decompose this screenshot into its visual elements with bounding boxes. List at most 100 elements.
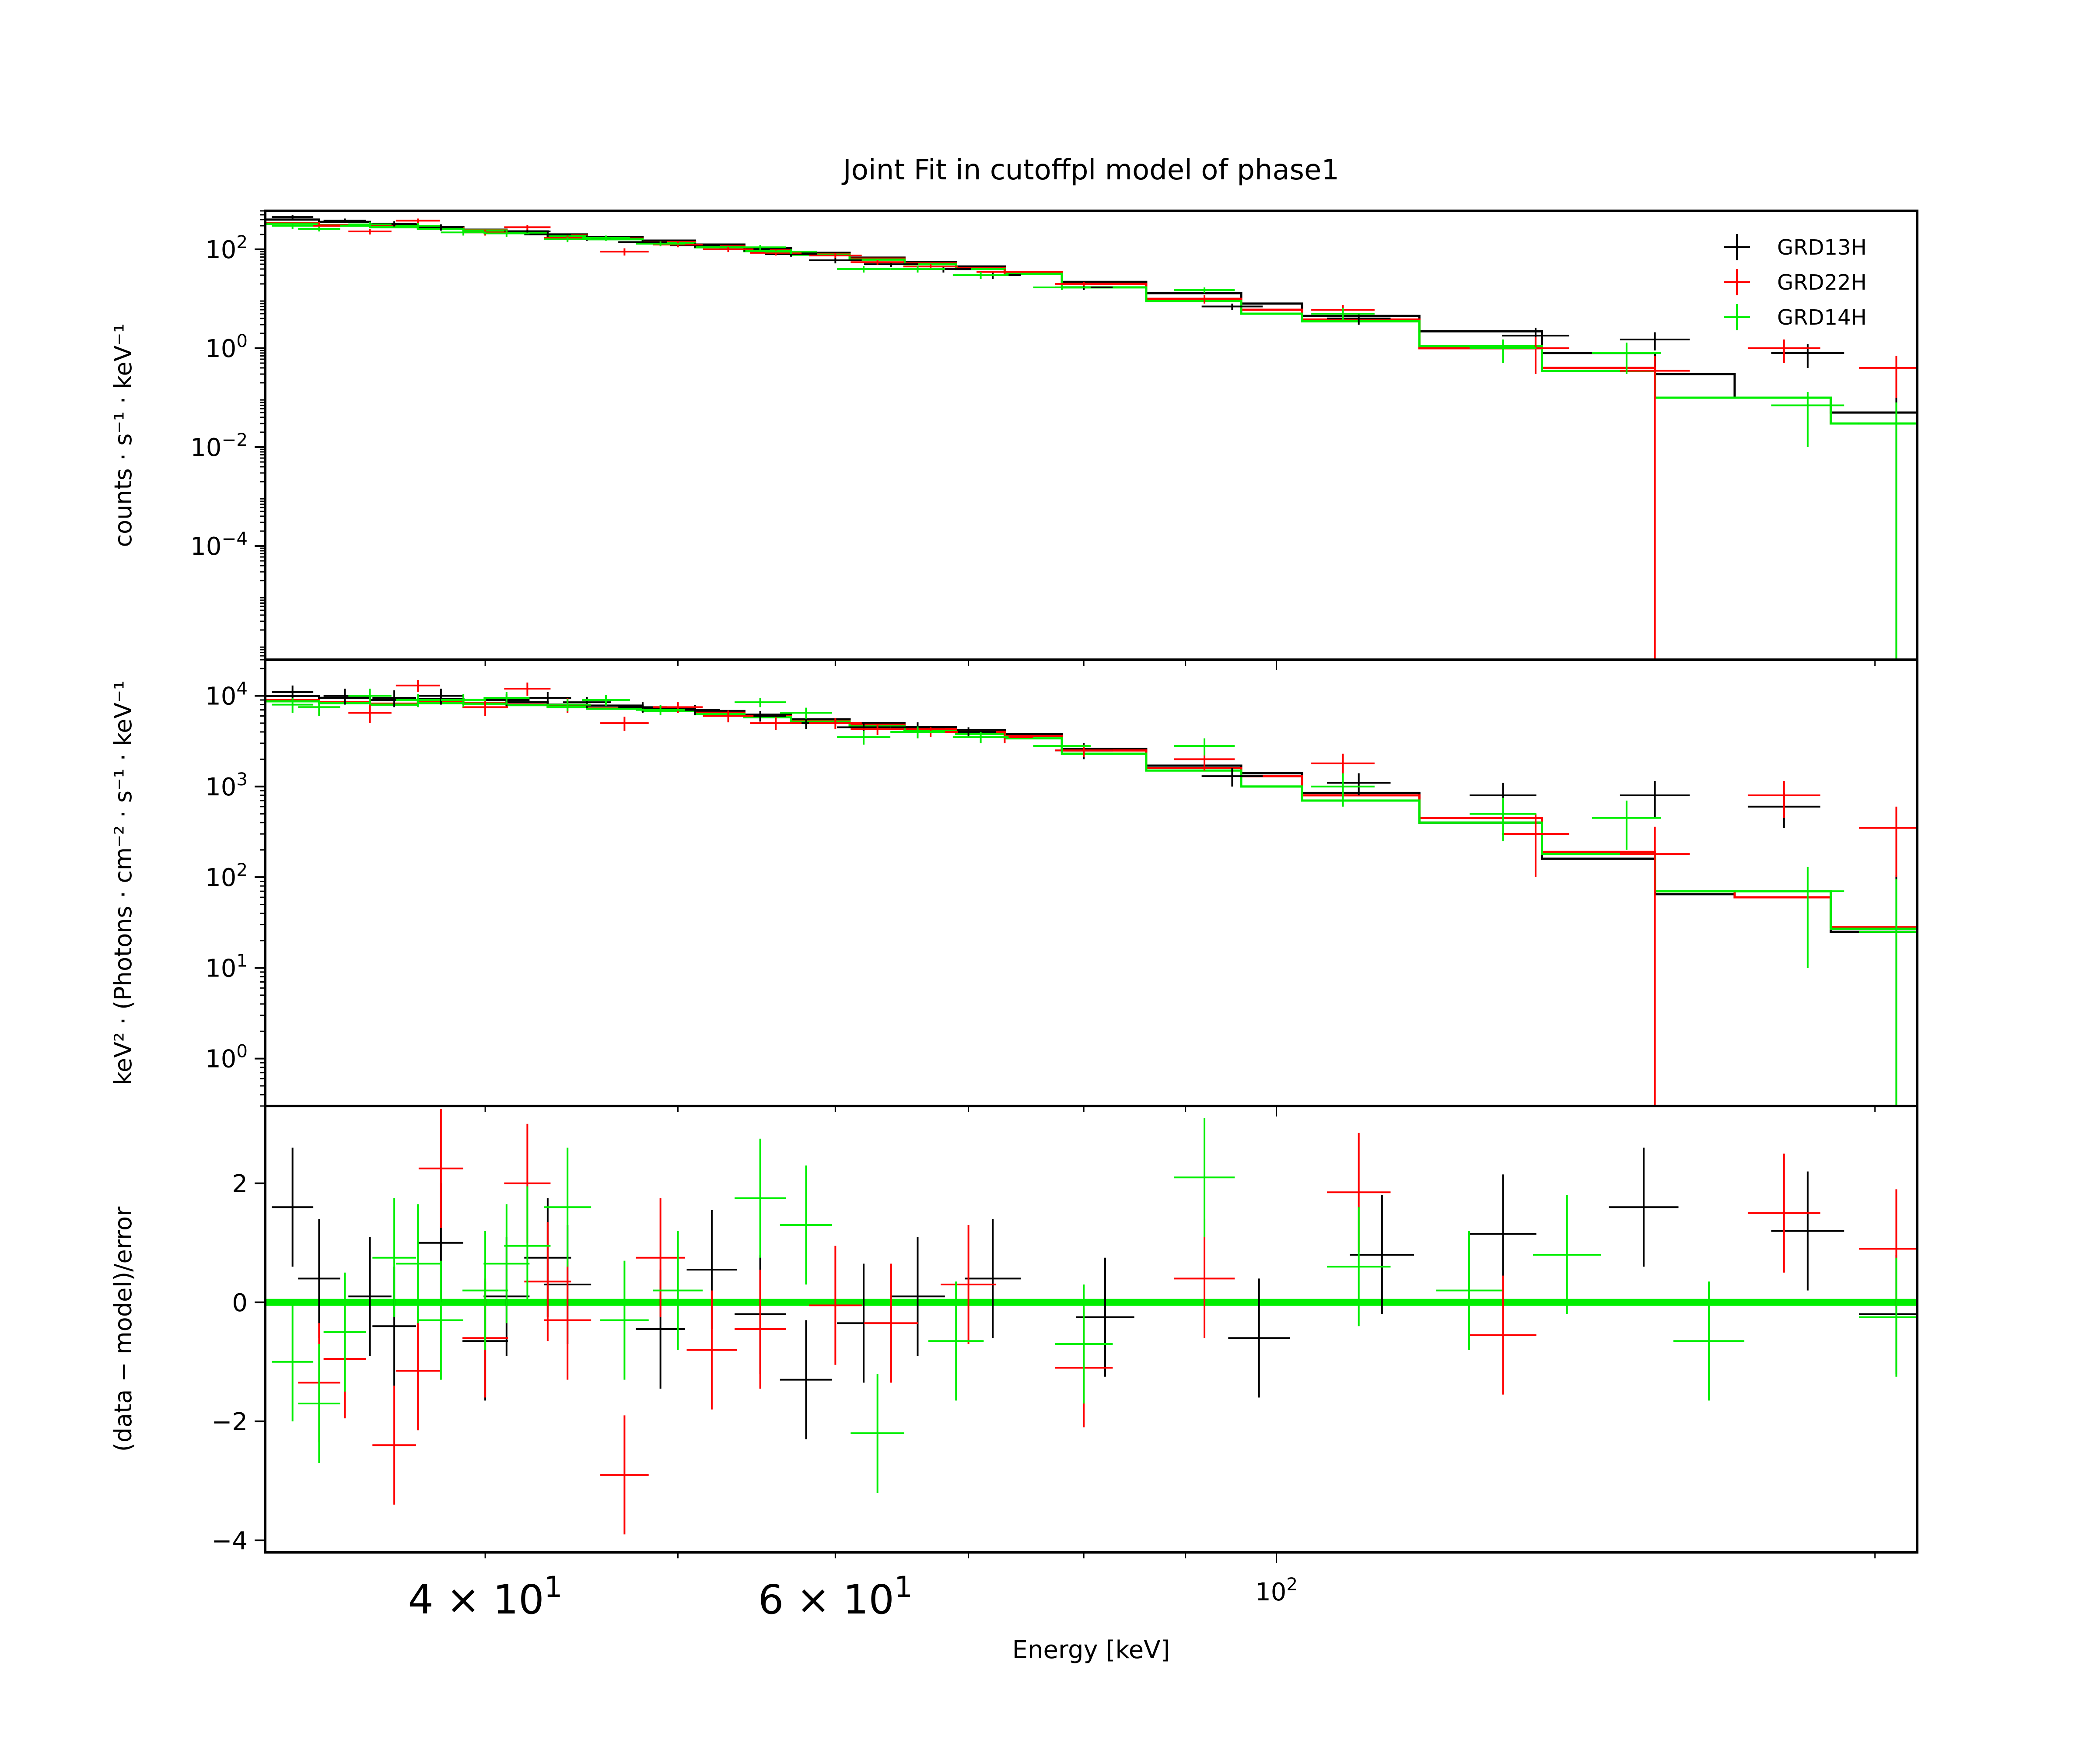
data-point-grd14h: [1673, 1281, 1745, 1401]
y-tick-label: 100: [205, 1041, 248, 1074]
panel-frame-residuals: [264, 1105, 1918, 1554]
data-point-grd14h: [890, 266, 945, 273]
panel-ufspec: 104 103 102 101 100 keV² · (Photons · cm⁻² · …: [109, 658, 1918, 1116]
data-point-grd14h: [1533, 1195, 1601, 1314]
data-point-grd13h: [780, 1320, 833, 1439]
legend-label-grd14h: GRD14H: [1777, 305, 1867, 330]
data-point-grd14h: [441, 694, 486, 707]
data-point-grd14h: [1054, 1284, 1113, 1404]
legend-label-grd13h: GRD13H: [1777, 235, 1867, 260]
data-point-grd14h: [396, 223, 440, 229]
data-point-grd14h: [1470, 340, 1536, 363]
data-point-grd22h: [396, 218, 440, 223]
data-point-grd13h: [1228, 1278, 1290, 1398]
x-tick-label: 102: [1255, 1574, 1298, 1607]
data-point-grd22h: [1747, 1153, 1820, 1273]
data-point-grd22h: [735, 1270, 786, 1389]
data-point-grd13h: [1326, 313, 1391, 325]
y-axis-label-ufspec: keV² · (Photons · cm⁻² · s⁻¹ · keV⁻¹: [109, 681, 137, 1085]
chart-title: Joint Fit in cutoffpl model of phase1: [841, 154, 1339, 186]
data-point-grd22h: [1311, 753, 1375, 777]
data-point-grd22h: [1174, 1219, 1235, 1338]
data-point-grd14h: [735, 1138, 786, 1258]
panel-frame-counts: [264, 210, 1918, 661]
data-point-grd14h: [1311, 308, 1375, 322]
chart-panels: 102 100 10−2 10−4 counts · s⁻¹ · keV⁻¹ GRD13H…: [109, 210, 1918, 1624]
data-point-grd14h: [323, 1272, 367, 1392]
data-point-grd14h: [636, 705, 685, 715]
x-tick-label: 6 × 101: [758, 1570, 913, 1624]
plot-area-counts: [265, 215, 1917, 660]
data-point-grd14h: [544, 699, 592, 711]
y-tick-label: 104: [205, 678, 248, 711]
y-tick-label: 102: [205, 860, 248, 892]
model-step-grd13h: [265, 694, 1917, 933]
data-point-grd13h: [1076, 1257, 1134, 1377]
data-point-grd14h: [272, 223, 314, 229]
data-point-grd14h: [298, 1344, 340, 1463]
data-point-grd22h: [504, 225, 551, 230]
data-point-grd14h: [298, 700, 340, 716]
data-point-grd13h: [418, 689, 463, 705]
data-point-grd13h: [272, 685, 314, 700]
data-point-grd22h: [850, 724, 905, 735]
data-point-grd13h: [890, 1237, 945, 1356]
data-point-grd22h: [686, 1290, 737, 1410]
data-point-grd14h: [483, 1204, 530, 1323]
data-point-grd13h: [1201, 303, 1263, 310]
data-point-grd13h: [1620, 332, 1690, 351]
data-point-grd22h: [864, 1264, 918, 1383]
data-point-grd22h: [941, 1225, 997, 1344]
data-point-grd22h: [703, 247, 754, 252]
data-point-grd14h: [483, 230, 530, 237]
data-point-grd13h: [348, 1237, 392, 1356]
data-point-grd13h: [524, 232, 571, 238]
y-tick-label: 102: [205, 231, 248, 264]
y-tick-label: 100: [205, 330, 248, 363]
panel-residuals: 2 0 −2 −4 (data − model)/error: [109, 1105, 1918, 1563]
data-point-grd22h: [809, 1246, 862, 1365]
data-point-grd14h: [1311, 773, 1375, 807]
data-point-grd14h: [653, 1231, 703, 1350]
data-point-grd14h: [1470, 798, 1536, 841]
model-step-grd13h: [265, 218, 1917, 414]
data-point-grd13h: [965, 1219, 1021, 1338]
data-point-grd22h: [850, 260, 905, 265]
data-point-grd22h: [348, 229, 392, 234]
data-point-grd13h: [272, 215, 314, 219]
data-point-grd13h: [418, 224, 463, 231]
data-point-grd14h: [396, 694, 440, 707]
y-tick-label: 2: [232, 1170, 248, 1198]
data-point-grd22h: [462, 700, 508, 716]
data-point-grd14h: [504, 1186, 551, 1306]
data-point-grd14h: [850, 1374, 905, 1493]
data-point-grd14h: [483, 692, 530, 705]
plot-area-ufspec: [265, 679, 1917, 1106]
data-point-grd14h: [952, 732, 1009, 743]
data-point-grd22h: [703, 710, 754, 723]
model-step-grd14h: [265, 222, 1917, 425]
data-point-grd14h: [765, 249, 817, 254]
data-point-grd22h: [1858, 356, 1917, 398]
legend-label-grd22h: GRD22H: [1777, 270, 1867, 295]
data-point-grd22h: [653, 702, 703, 713]
y-axis-label-residuals: (data − model)/error: [109, 1206, 137, 1452]
data-point-grd14h: [396, 1204, 440, 1323]
data-point-grd14h: [636, 241, 685, 247]
data-point-grd13h: [272, 1148, 314, 1267]
data-point-grd22h: [396, 679, 440, 692]
data-point-grd14h: [418, 1260, 463, 1380]
data-point-grd22h: [600, 1415, 649, 1535]
x-tick-label: 4 × 101: [408, 1570, 562, 1624]
data-point-grd22h: [600, 248, 649, 256]
data-point-grd14h: [1858, 1257, 1917, 1377]
legend: GRD13H GRD22H GRD14H: [1724, 234, 1867, 330]
data-point-grd14h: [1858, 402, 1917, 660]
data-point-grd22h: [1502, 814, 1569, 878]
data-point-grd14h: [372, 1198, 416, 1317]
data-point-grd13h: [1350, 1195, 1414, 1314]
data-point-grd14h: [952, 272, 1009, 279]
data-point-grd22h: [1747, 340, 1820, 363]
data-point-grd22h: [809, 253, 862, 258]
y-tick-label: 0: [232, 1289, 248, 1317]
